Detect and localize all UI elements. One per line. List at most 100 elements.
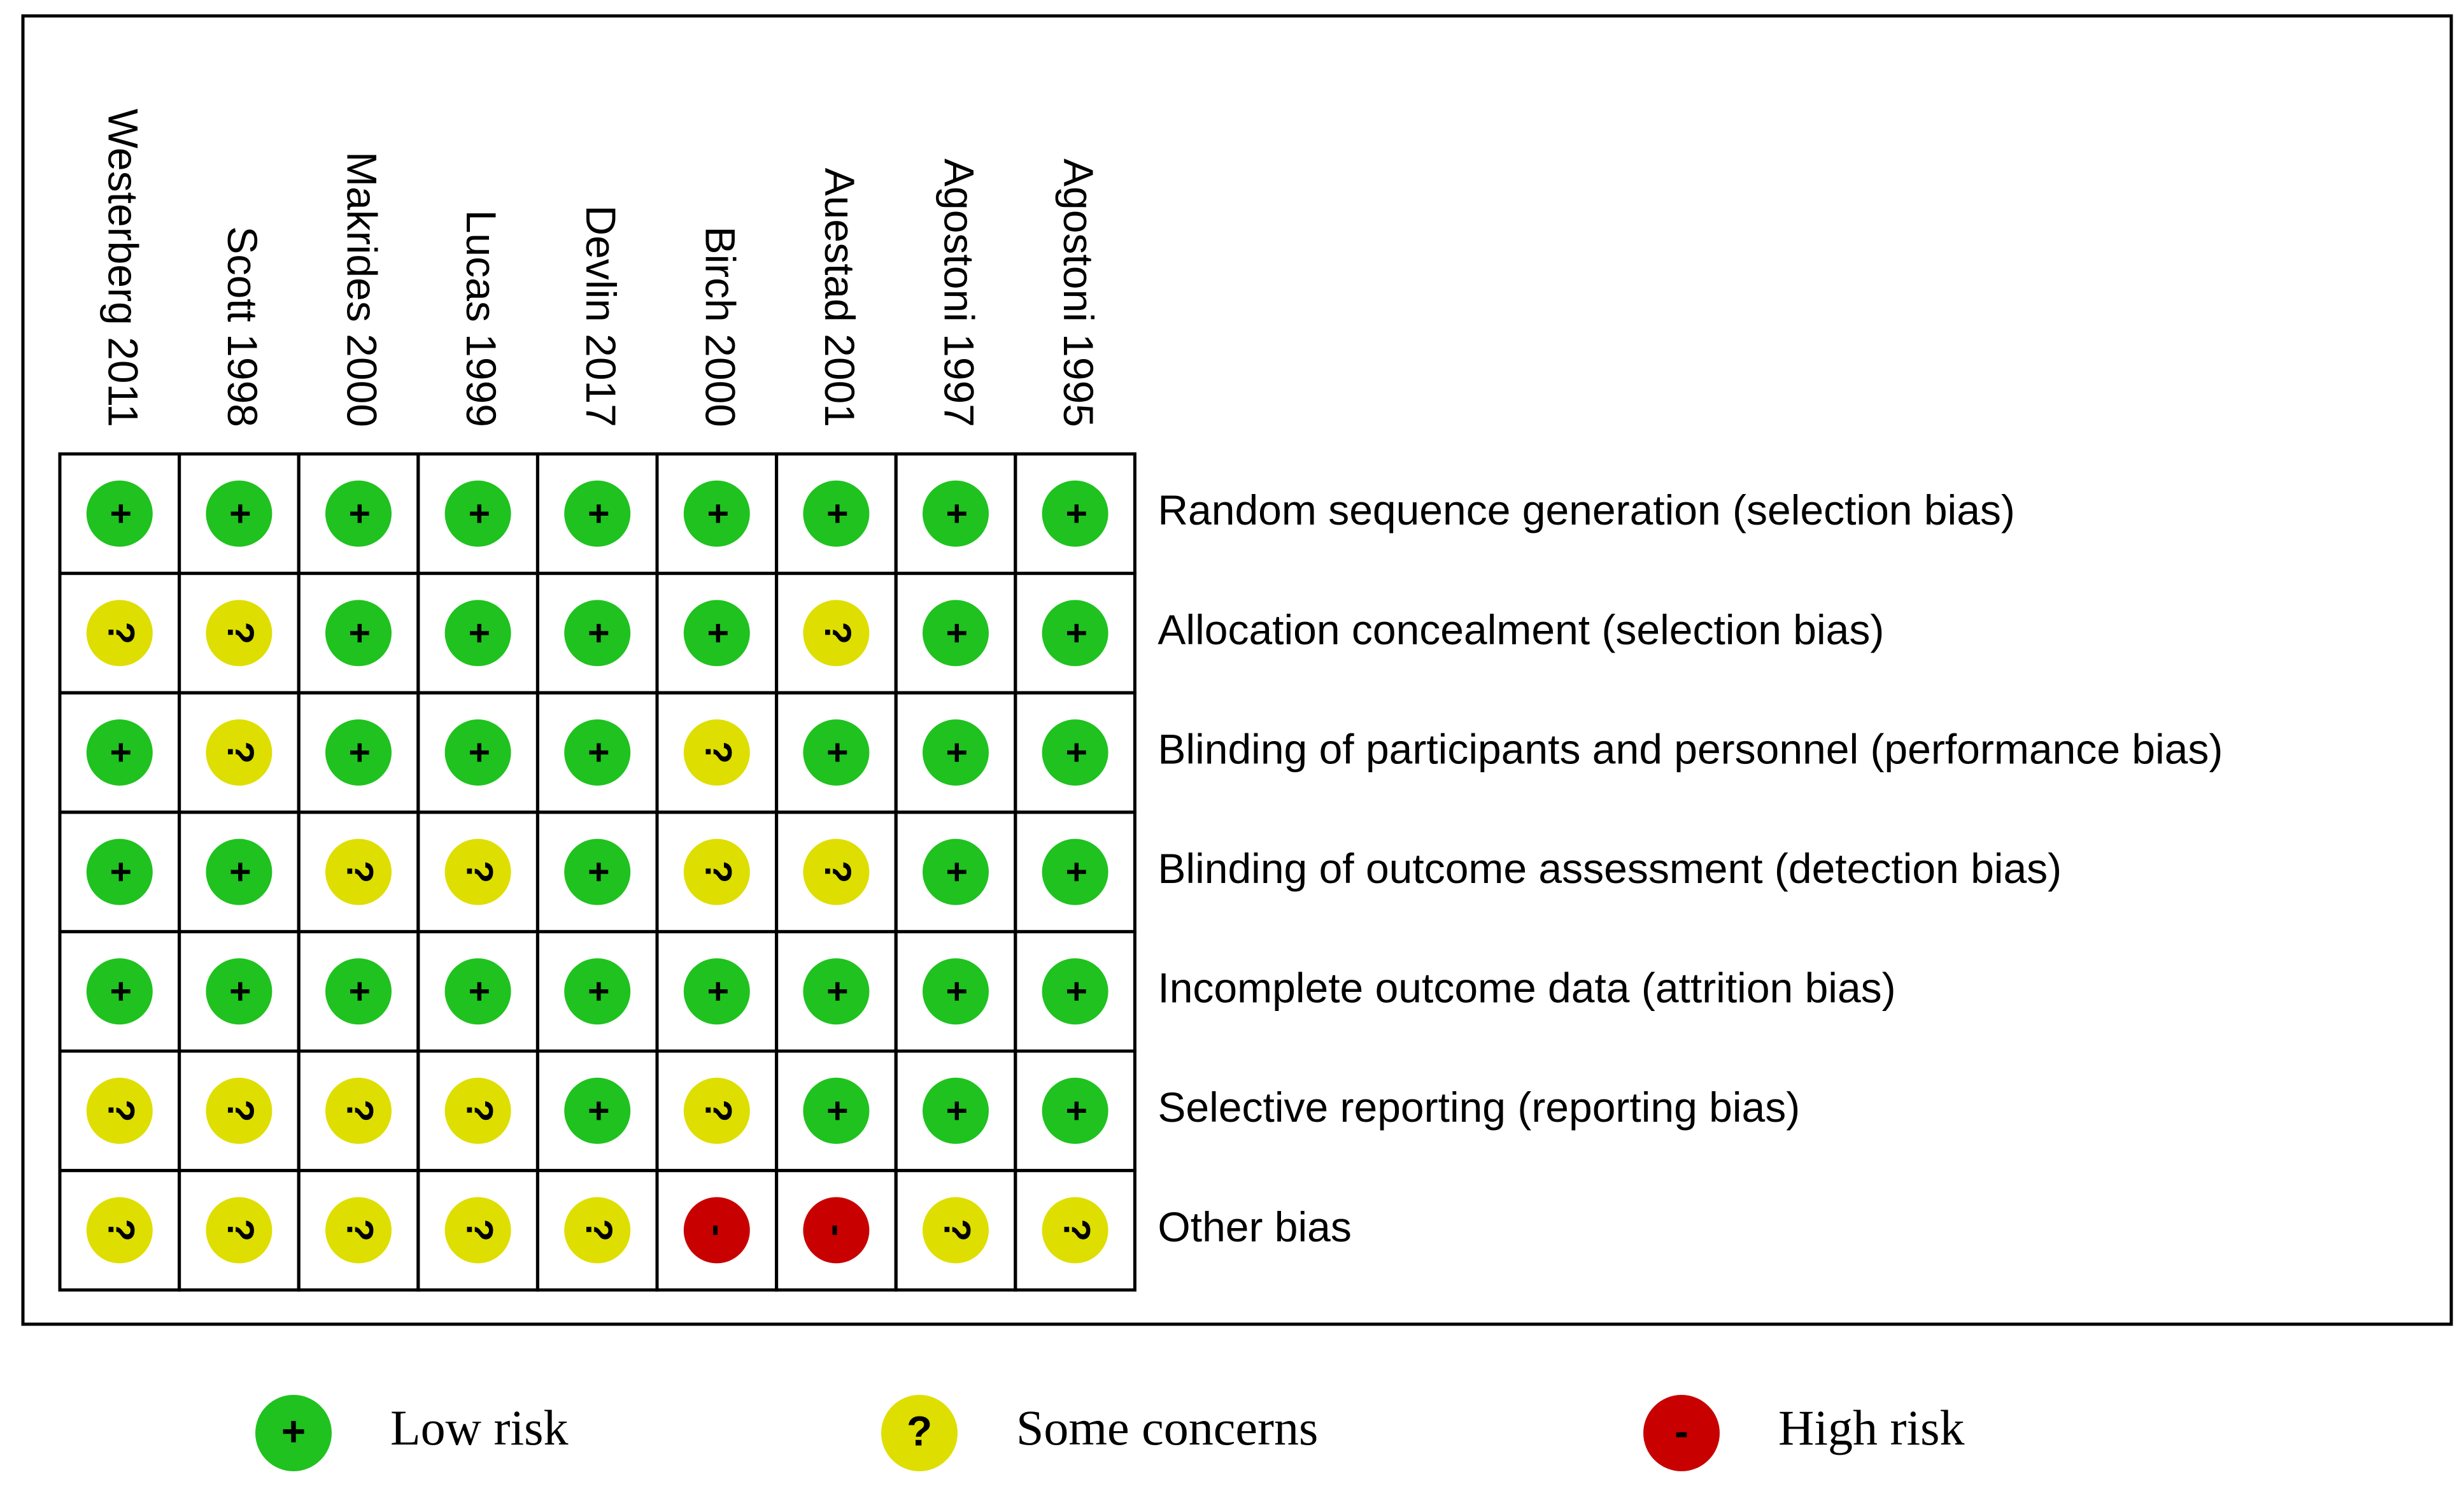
legend-label: High risk bbox=[1778, 1400, 1965, 1455]
judgment-symbol: + bbox=[697, 503, 739, 525]
judgment-symbol: + bbox=[339, 622, 381, 644]
judgment-dot bbox=[1042, 719, 1108, 786]
judgment-dot bbox=[683, 600, 750, 667]
judgment-symbol: ? bbox=[817, 861, 858, 883]
judgment-symbol: + bbox=[817, 742, 858, 763]
judgment-dot bbox=[86, 958, 153, 1025]
judgment-symbol: + bbox=[1056, 1100, 1097, 1122]
judgment-symbol: + bbox=[937, 861, 978, 883]
judgment-dot bbox=[803, 480, 870, 547]
judgment-symbol: + bbox=[937, 1100, 978, 1122]
legend-symbol: ? bbox=[907, 1407, 932, 1454]
judgment-dot bbox=[564, 1077, 631, 1144]
judgment-dot bbox=[683, 958, 750, 1025]
judgment-dot bbox=[803, 838, 870, 905]
judgment-dot bbox=[683, 1077, 750, 1144]
judgment-symbol: + bbox=[458, 742, 500, 763]
judgment-dot bbox=[564, 600, 631, 667]
legend-dot bbox=[881, 1395, 958, 1471]
judgment-symbol: ? bbox=[458, 1099, 500, 1122]
judgment-symbol: + bbox=[937, 980, 978, 1002]
judgment-dot bbox=[325, 1077, 392, 1144]
judgment-symbol: + bbox=[220, 861, 261, 883]
judgment-dot bbox=[206, 600, 273, 667]
judgment-dot bbox=[1042, 838, 1108, 905]
judgment-dot bbox=[683, 838, 750, 905]
judgment-dot bbox=[206, 1077, 273, 1144]
judgment-symbol: ? bbox=[220, 1219, 261, 1241]
judgment-symbol: ? bbox=[220, 622, 261, 644]
judgment-dot bbox=[444, 600, 511, 667]
judgment-symbol: ? bbox=[1056, 1219, 1097, 1241]
judgment-dot bbox=[683, 480, 750, 547]
judgment-symbol: ? bbox=[697, 741, 739, 763]
judgment-symbol: ? bbox=[100, 622, 141, 644]
domain-label: Random sequence generation (selection bi… bbox=[1158, 486, 2014, 534]
judgment-dot bbox=[803, 600, 870, 667]
judgment-symbol: + bbox=[937, 622, 978, 644]
judgment-dot bbox=[206, 838, 273, 905]
judgment-dot bbox=[564, 1197, 631, 1264]
judgment-dot bbox=[1042, 480, 1108, 547]
study-header: Agostoni 1997 bbox=[936, 159, 983, 427]
domain-label: Selective reporting (reporting bias) bbox=[1158, 1084, 1800, 1131]
judgment-dot bbox=[325, 958, 392, 1025]
judgment-dot bbox=[444, 1077, 511, 1144]
legend-dot bbox=[255, 1395, 332, 1471]
judgment-dot bbox=[564, 838, 631, 905]
judgment-dot bbox=[325, 1197, 392, 1264]
judgment-symbol: + bbox=[817, 1100, 858, 1122]
judgment-symbol: ? bbox=[100, 1219, 141, 1241]
judgment-symbol: + bbox=[100, 742, 141, 763]
judgment-symbol: + bbox=[578, 503, 620, 525]
judgment-dot bbox=[564, 719, 631, 786]
judgment-dot bbox=[325, 719, 392, 786]
domain-label: Other bias bbox=[1158, 1203, 1351, 1250]
study-header: Auestad 2001 bbox=[816, 168, 863, 427]
judgment-symbol: + bbox=[697, 622, 739, 644]
legend-symbol: - bbox=[1675, 1407, 1689, 1454]
judgment-dot bbox=[444, 1197, 511, 1264]
judgment-symbol: + bbox=[100, 503, 141, 525]
judgment-dot bbox=[206, 1197, 273, 1264]
judgment-dot bbox=[1042, 600, 1108, 667]
judgment-symbol: + bbox=[1056, 503, 1097, 525]
outer-frame bbox=[21, 14, 2453, 1326]
judgment-symbol: + bbox=[1056, 861, 1097, 883]
judgment-dot bbox=[564, 958, 631, 1025]
judgment-symbol: ? bbox=[100, 1099, 141, 1122]
judgment-dot bbox=[923, 480, 989, 547]
judgment-dot bbox=[923, 1077, 989, 1144]
judgment-dot bbox=[803, 958, 870, 1025]
legend-label: Low risk bbox=[390, 1400, 568, 1455]
judgment-dot bbox=[206, 719, 273, 786]
judgment-symbol: + bbox=[458, 503, 500, 525]
judgment-symbol: ? bbox=[220, 1099, 261, 1122]
judgment-symbol: ? bbox=[817, 622, 858, 644]
judgment-dot bbox=[206, 480, 273, 547]
judgment-dot bbox=[444, 719, 511, 786]
judgment-symbol: + bbox=[578, 1100, 620, 1122]
judgment-symbol: ? bbox=[458, 1219, 500, 1241]
judgment-symbol: ? bbox=[697, 861, 739, 883]
judgment-symbol: ? bbox=[220, 741, 261, 763]
judgment-symbol: ? bbox=[578, 1219, 620, 1241]
judgment-symbol: + bbox=[578, 980, 620, 1002]
judgment-dot bbox=[803, 1077, 870, 1144]
study-header: Lucas 1999 bbox=[458, 210, 505, 427]
judgment-dot bbox=[206, 958, 273, 1025]
domain-label: Blinding of outcome assessment (detectio… bbox=[1158, 845, 2062, 892]
judgment-symbol: + bbox=[578, 861, 620, 883]
legend-label: Some concerns bbox=[1016, 1400, 1318, 1455]
judgment-symbol: ? bbox=[339, 861, 381, 883]
judgment-symbol: + bbox=[1056, 980, 1097, 1002]
judgment-dot bbox=[923, 1197, 989, 1264]
judgment-symbol: + bbox=[100, 861, 141, 883]
judgment-symbol: ? bbox=[937, 1219, 978, 1241]
judgment-symbol: + bbox=[339, 980, 381, 1002]
legend-symbol: + bbox=[281, 1407, 306, 1454]
judgment-symbol: ? bbox=[339, 1099, 381, 1122]
judgment-symbol: + bbox=[100, 980, 141, 1002]
judgment-dot bbox=[444, 958, 511, 1025]
